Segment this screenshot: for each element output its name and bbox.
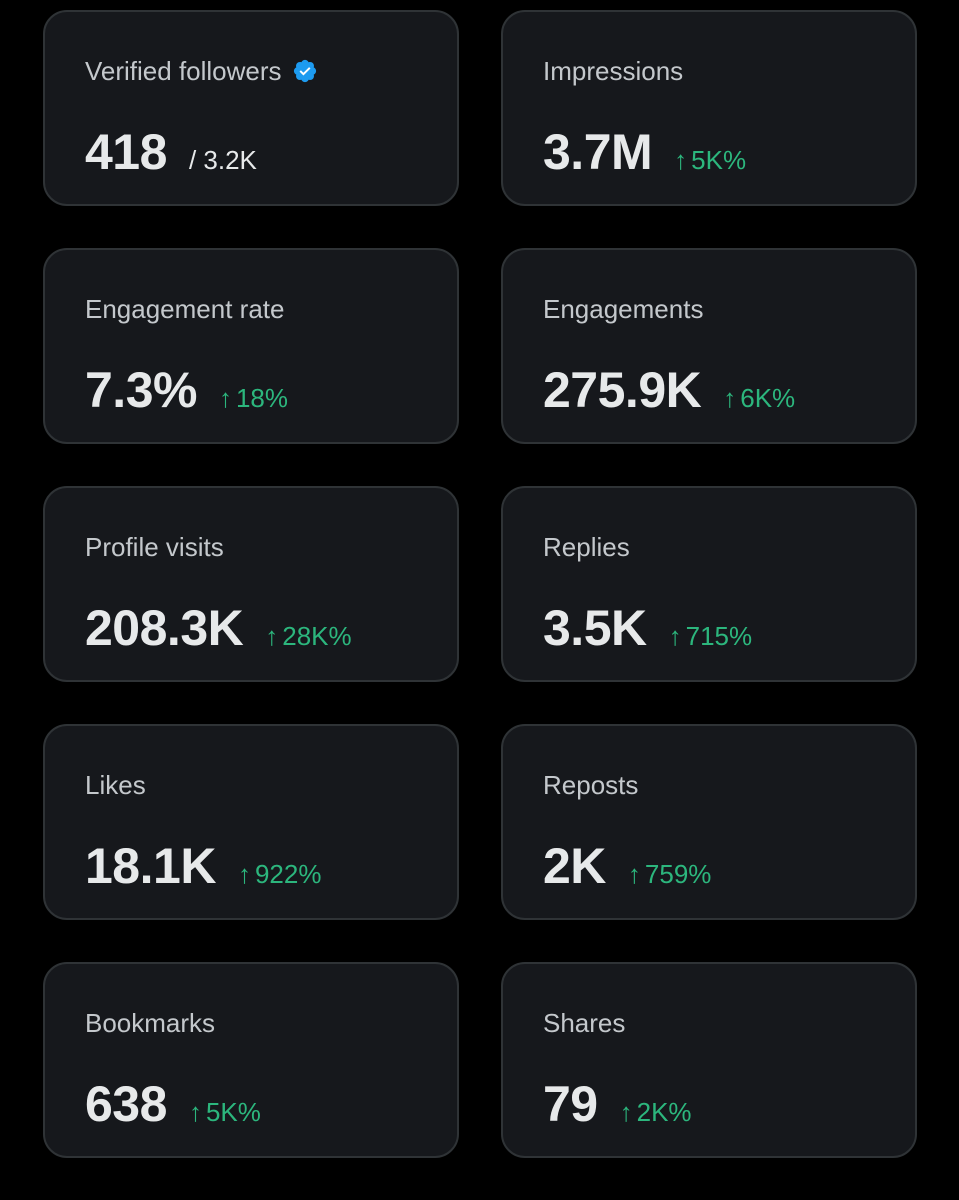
metric-label: Engagement rate <box>85 294 285 324</box>
metric-change-value: 922% <box>254 859 322 889</box>
metric-value: 79 <box>543 1076 598 1132</box>
metric-value: 638 <box>85 1076 167 1132</box>
metric-change-value: 759% <box>644 859 712 889</box>
metric-card-bookmarks[interactable]: Bookmarks 638 ↑ 5K% <box>43 962 459 1158</box>
metric-card-engagement-rate[interactable]: Engagement rate 7.3% ↑ 18% <box>43 248 459 444</box>
metric-card-verified-followers[interactable]: Verified followers 418 / 3.2K <box>43 10 459 206</box>
metric-label: Shares <box>543 1008 626 1038</box>
up-arrow-icon: ↑ <box>627 859 641 889</box>
metric-label: Impressions <box>543 56 684 86</box>
metric-change: ↑ 715% <box>669 621 753 652</box>
metric-value-row: 3.5K ↑ 715% <box>543 600 752 656</box>
metric-value: 3.5K <box>543 600 647 656</box>
metric-change-value: 6K% <box>740 383 796 413</box>
metric-change: ↑ 922% <box>238 859 322 890</box>
metric-change: ↑ 18% <box>219 383 288 414</box>
metric-value-row: 2K ↑ 759% <box>543 838 711 894</box>
up-arrow-icon: ↑ <box>188 1097 202 1127</box>
metric-card-profile-visits[interactable]: Profile visits 208.3K ↑ 28K% <box>43 486 459 682</box>
metric-label: Profile visits <box>85 532 224 562</box>
metric-label: Bookmarks <box>85 1008 216 1038</box>
metrics-grid: Verified followers 418 / 3.2K Impression… <box>43 10 917 1158</box>
metric-label: Replies <box>543 532 630 562</box>
metric-value: 18.1K <box>85 838 216 894</box>
metric-value: 418 <box>85 124 167 180</box>
metric-card-reposts[interactable]: Reposts 2K ↑ 759% <box>501 724 917 920</box>
metric-change-value: 18% <box>235 383 289 413</box>
metric-card-shares[interactable]: Shares 79 ↑ 2K% <box>501 962 917 1158</box>
metric-value-row: 79 ↑ 2K% <box>543 1076 692 1132</box>
metric-card-impressions[interactable]: Impressions 3.7M ↑ 5K% <box>501 10 917 206</box>
up-arrow-icon: ↑ <box>674 145 688 175</box>
metric-change: ↑ 6K% <box>723 383 795 414</box>
metric-change-value: 2K% <box>636 1097 692 1127</box>
up-arrow-icon: ↑ <box>265 621 279 651</box>
metric-value: 2K <box>543 838 606 894</box>
metric-value: 208.3K <box>85 600 244 656</box>
metric-value: 275.9K <box>543 362 702 418</box>
metric-value-row: 275.9K ↑ 6K% <box>543 362 795 418</box>
up-arrow-icon: ↑ <box>668 621 682 651</box>
metric-value-row: 18.1K ↑ 922% <box>85 838 321 894</box>
metric-label: Likes <box>85 770 146 800</box>
metric-change-value: 5K% <box>205 1097 261 1127</box>
up-arrow-icon: ↑ <box>218 383 232 413</box>
up-arrow-icon: ↑ <box>619 1097 633 1127</box>
metric-label: Engagements <box>543 294 704 324</box>
metric-value: 3.7M <box>543 124 653 180</box>
metric-card-engagements[interactable]: Engagements 275.9K ↑ 6K% <box>501 248 917 444</box>
metric-value-row: 418 / 3.2K <box>85 124 257 180</box>
metric-value-row: 7.3% ↑ 18% <box>85 362 288 418</box>
metric-change: ↑ 28K% <box>265 621 351 652</box>
metric-card-replies[interactable]: Replies 3.5K ↑ 715% <box>501 486 917 682</box>
up-arrow-icon: ↑ <box>237 859 251 889</box>
metric-total: / 3.2K <box>188 145 257 175</box>
up-arrow-icon: ↑ <box>723 383 737 413</box>
metric-change: ↑ 5K% <box>189 1097 261 1128</box>
metric-value-row: 3.7M ↑ 5K% <box>543 124 746 180</box>
metric-change: ↑ 5K% <box>674 145 746 176</box>
metric-value: 7.3% <box>85 362 197 418</box>
metric-change-value: 715% <box>685 621 753 651</box>
metric-label-row: Verified followers <box>85 56 318 86</box>
metric-change: ↑ 759% <box>628 859 712 890</box>
metric-value-row: 638 ↑ 5K% <box>85 1076 261 1132</box>
metric-label: Verified followers <box>85 56 282 86</box>
metric-change-value: 28K% <box>282 621 352 651</box>
metric-change: ↑ 2K% <box>620 1097 692 1128</box>
metric-label: Reposts <box>543 770 639 800</box>
metric-change-value: 5K% <box>691 145 747 175</box>
verified-badge-icon <box>293 59 316 83</box>
metric-value-row: 208.3K ↑ 28K% <box>85 600 352 656</box>
metric-card-likes[interactable]: Likes 18.1K ↑ 922% <box>43 724 459 920</box>
